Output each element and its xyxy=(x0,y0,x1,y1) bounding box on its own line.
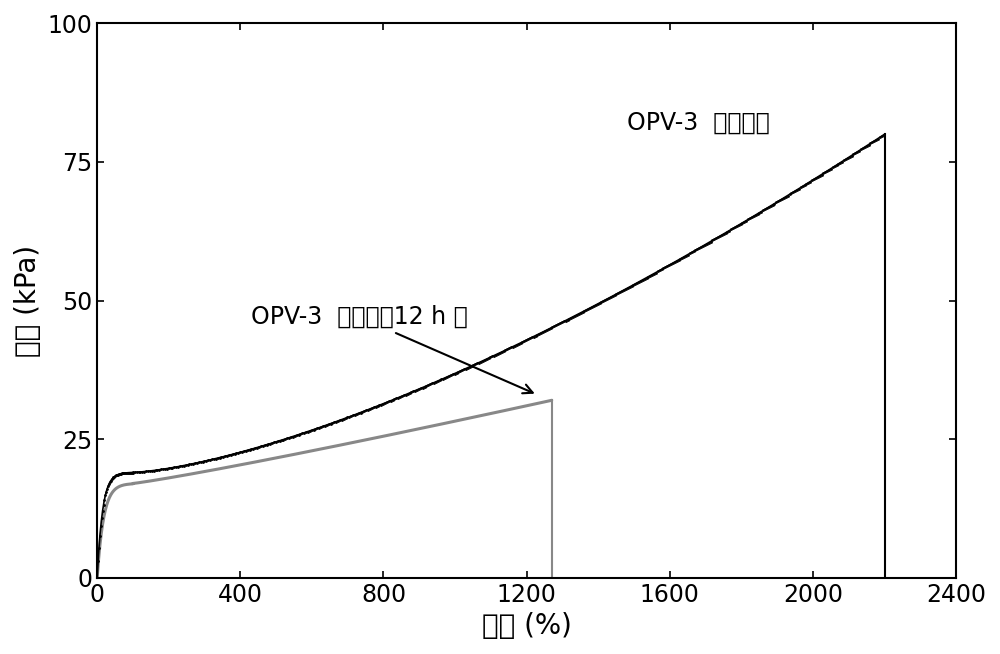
X-axis label: 应变 (%): 应变 (%) xyxy=(482,612,572,640)
Text: OPV-3  （自愈和12 h ）: OPV-3 （自愈和12 h ） xyxy=(251,305,533,393)
Text: OPV-3  （初始）: OPV-3 （初始） xyxy=(627,111,770,135)
Y-axis label: 应力 (kPa): 应力 (kPa) xyxy=(14,245,42,356)
